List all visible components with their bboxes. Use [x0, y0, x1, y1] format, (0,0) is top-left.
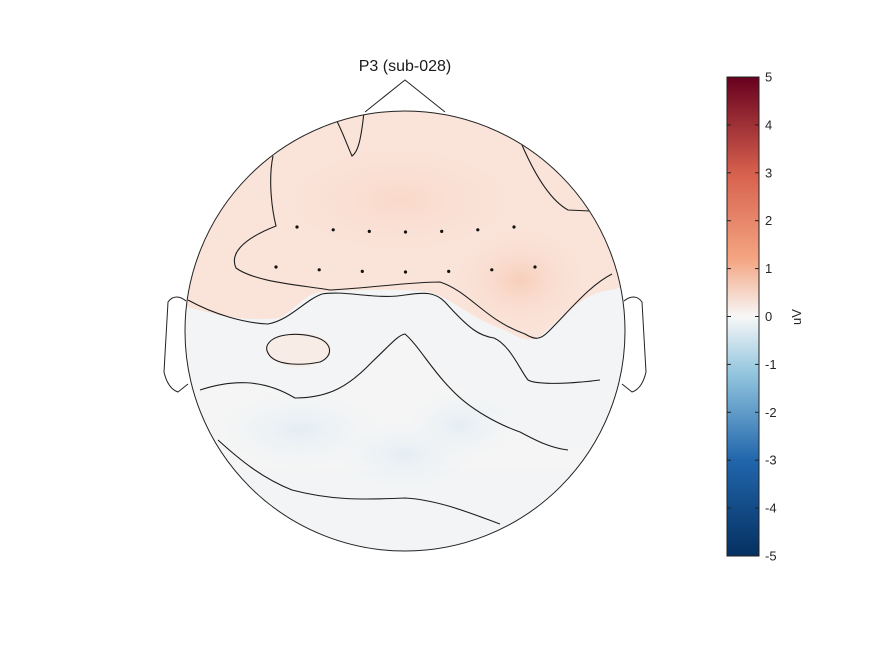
contour-line-frontal-left: [331, 111, 365, 157]
electrode-marker: [367, 229, 371, 233]
colorbar-ticks: 5 4 3 2 1 0 -1 -2 -3 -4 -5: [727, 70, 777, 564]
nose-shape: [364, 79, 446, 113]
head-circle: [184, 110, 626, 552]
field-frontal-peak: [250, 130, 550, 270]
colorbar-unit-label: uV: [789, 309, 804, 325]
colorbar-tick-label: 2: [765, 213, 772, 228]
electrode-marker: [440, 229, 444, 233]
contour-line-parietal: [199, 333, 569, 451]
electrode-marker: [317, 268, 321, 272]
electrode-marker: [512, 225, 516, 229]
scalp-field: [185, 111, 625, 551]
electrode-marker: [533, 265, 537, 269]
electrode-markers: [274, 225, 537, 274]
contour-line-occipital: [217, 439, 501, 525]
contour-line-temporal-island: [266, 333, 331, 365]
field-negative-lobe-right: [405, 390, 515, 460]
electrode-marker: [295, 225, 299, 229]
electrode-marker: [447, 269, 451, 273]
contour-lines: [187, 111, 613, 525]
colorbar-tick-label: -4: [765, 501, 777, 516]
head-outline: [163, 79, 647, 552]
electrode-marker: [331, 228, 335, 232]
colorbar-tick-label: -5: [765, 549, 777, 564]
colorbar: 5 4 3 2 1 0 -1 -2 -3 -4 -5 uV: [726, 70, 804, 564]
colorbar-tick-label: 3: [765, 165, 772, 180]
colorbar-tick-label: 1: [765, 261, 772, 276]
field-right-peak: [450, 225, 590, 335]
colorbar-gradient: [726, 76, 760, 557]
left-ear-shape: [163, 296, 189, 393]
contour-line-positive-border: [233, 155, 613, 339]
electrode-marker: [403, 270, 408, 274]
contour-line-frontal-right: [521, 144, 591, 212]
field-temporal-island: [267, 333, 331, 367]
colorbar-tick-label: -2: [765, 405, 777, 420]
colorbar-tick-label: -1: [765, 357, 777, 372]
colorbar-tick-label: -3: [765, 453, 777, 468]
contour-line-midline: [187, 292, 601, 384]
electrode-marker: [490, 268, 494, 272]
electrode-marker: [403, 230, 408, 234]
electrode-marker: [274, 265, 278, 269]
colorbar-tick-label: 0: [765, 309, 772, 324]
chart-title: P3 (sub-028): [359, 58, 452, 75]
electrode-marker: [476, 228, 480, 232]
electrode-marker: [360, 269, 364, 273]
right-ear-shape: [621, 296, 647, 393]
colorbar-tick-label: 4: [765, 117, 772, 132]
colorbar-tick-label: 5: [765, 70, 772, 85]
